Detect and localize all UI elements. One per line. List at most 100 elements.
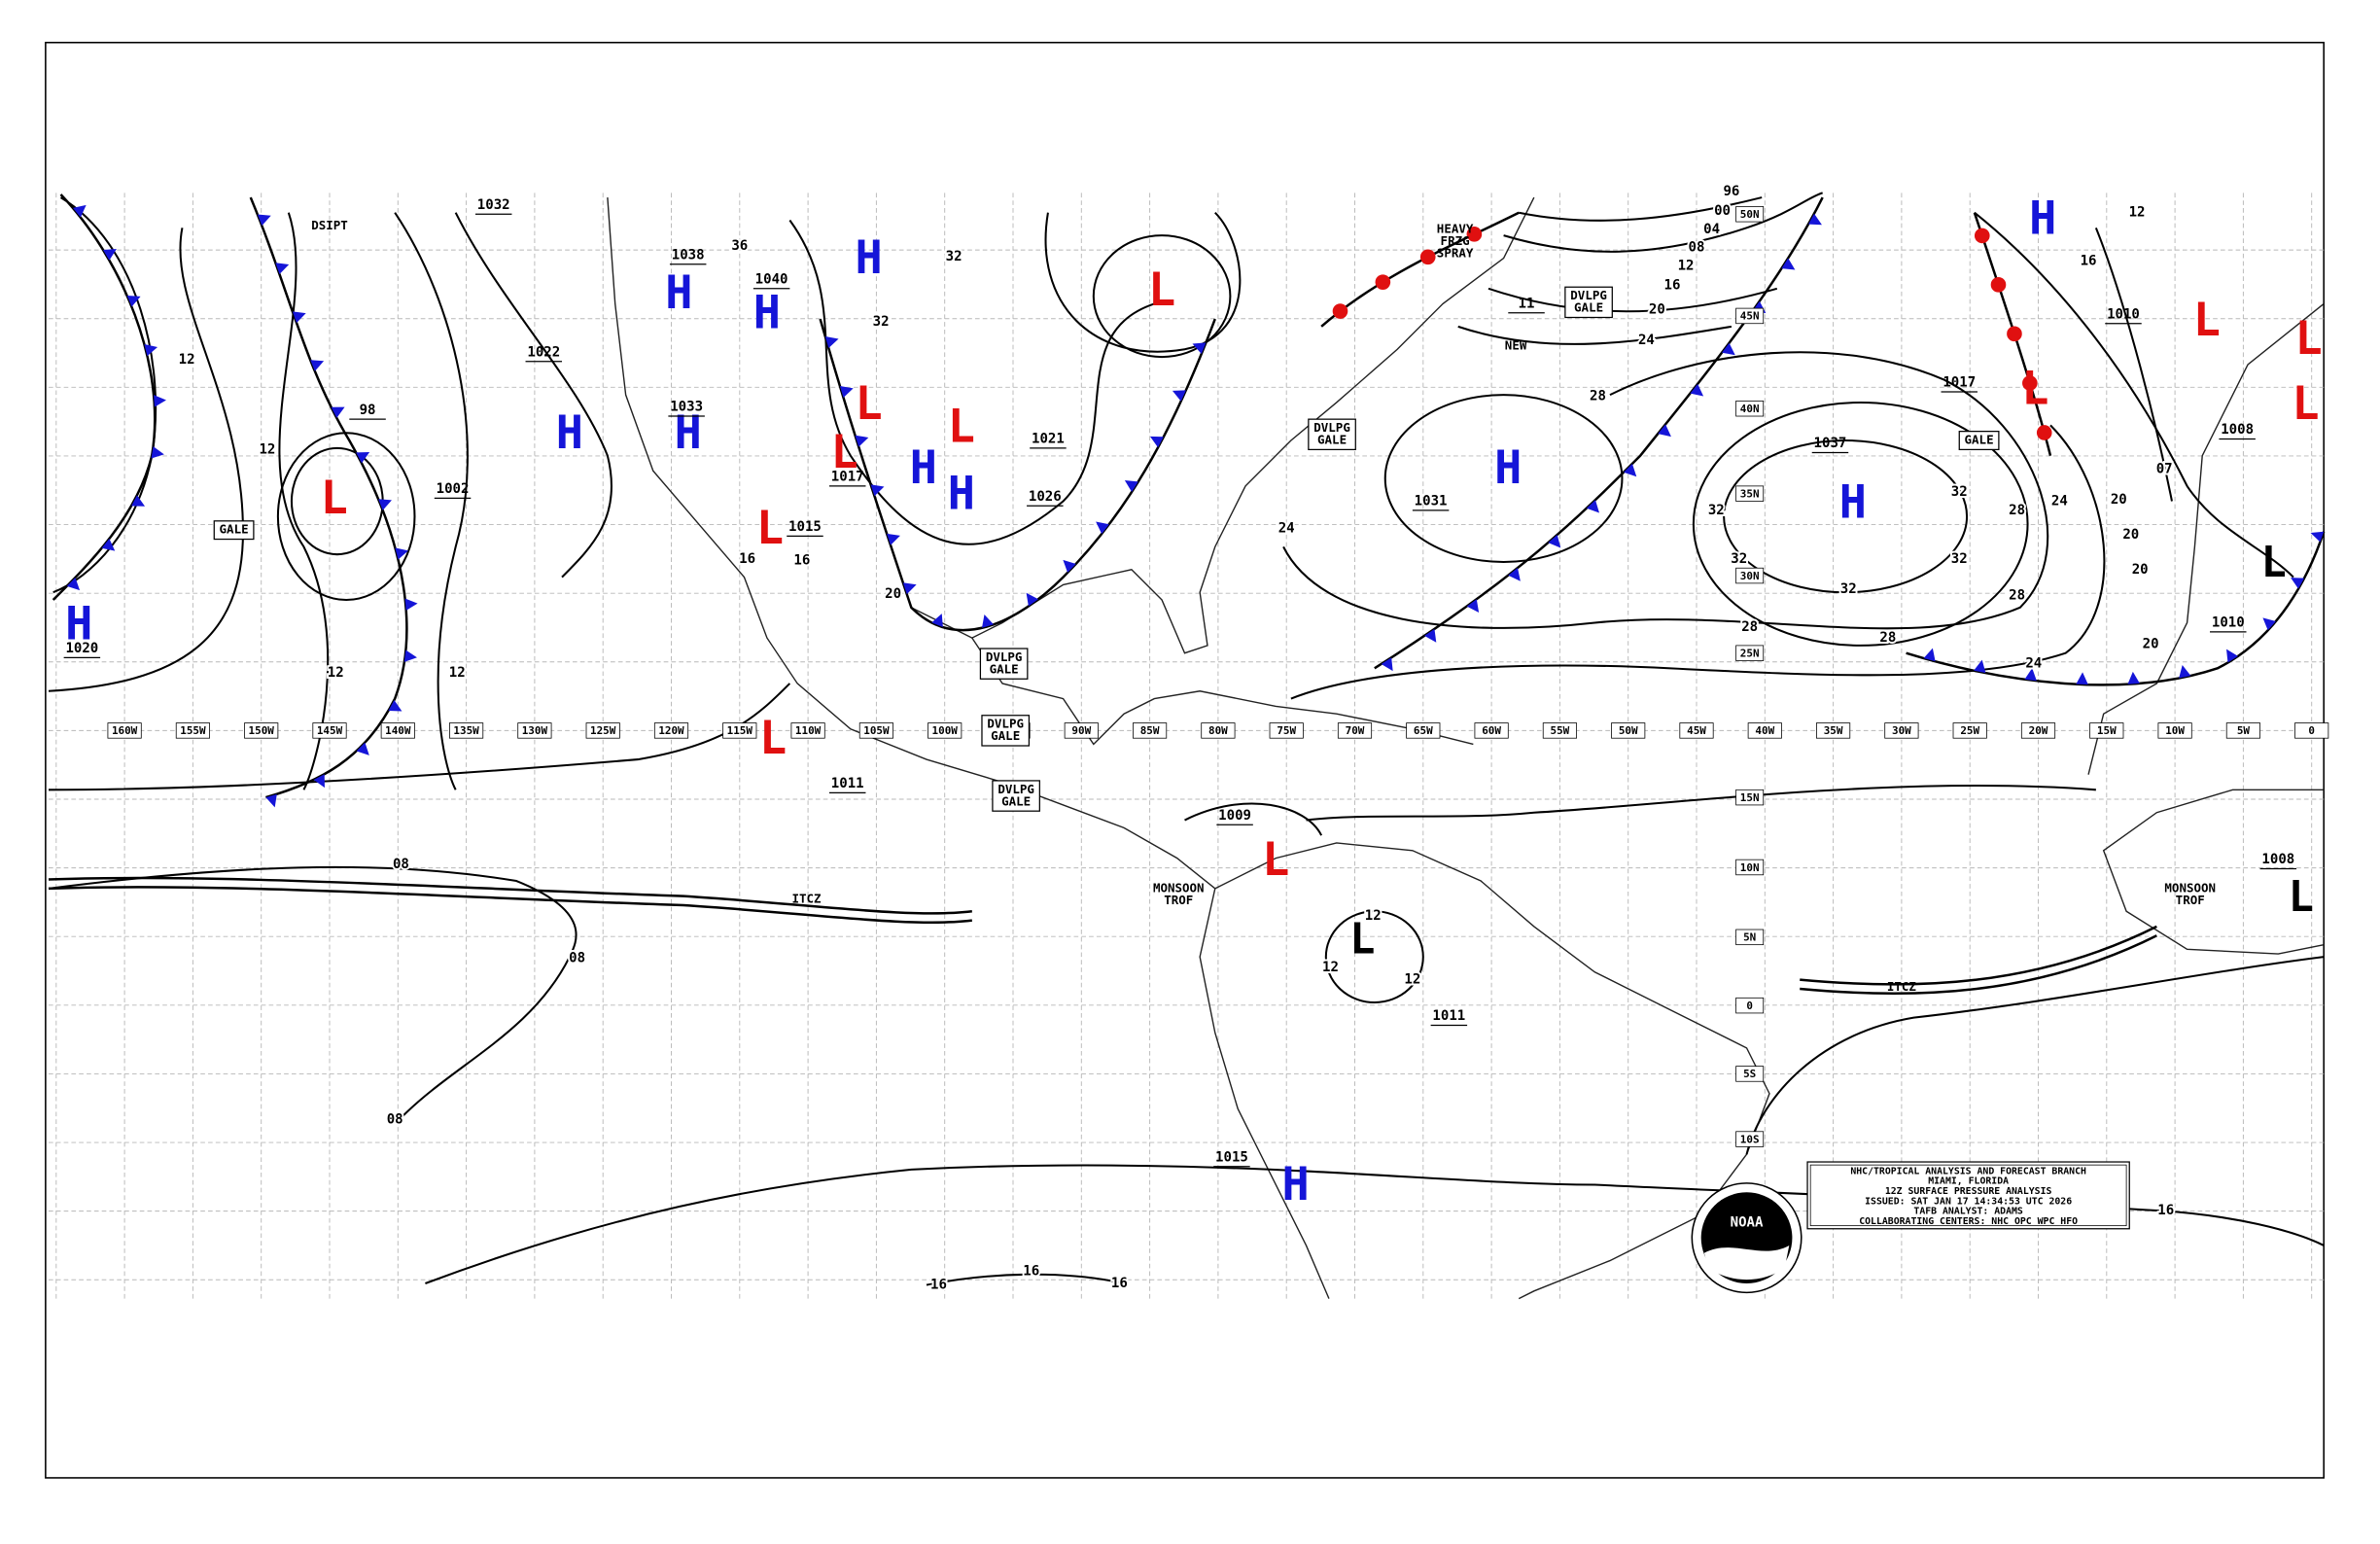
center-pressure: 1008 [2261, 852, 2294, 867]
isobar-label: 32 [1951, 484, 1968, 500]
isobar-label: 32 [1951, 551, 1968, 567]
labels: 160W 155W 150W 145W 140W 135W 130W 125W 120W 115W… [63, 182, 2329, 1295]
itcz-line [48, 886, 972, 924]
front-pip [1332, 303, 1348, 319]
low-center: L [1148, 264, 1175, 317]
front-pip [331, 406, 345, 418]
high-center: H [65, 599, 92, 651]
center-pressure: 1011 [1432, 1008, 1465, 1024]
longitude-box [449, 722, 484, 739]
annotation: DVLPG [998, 782, 1034, 796]
front-pip [2036, 425, 2052, 440]
longitude-box [1201, 722, 1236, 739]
longitude-label: 105W [863, 724, 890, 737]
info-line: TAFB ANALYST: ADAMS [1913, 1207, 2023, 1217]
annotation: GALE [990, 661, 1019, 676]
front-pip [72, 204, 87, 218]
latitude-box [1735, 485, 1765, 502]
isobar [1488, 287, 1778, 313]
front-pip [2022, 375, 2038, 391]
low-center: L [855, 378, 882, 431]
longitude-box [928, 722, 962, 739]
low-center: L [2260, 538, 2286, 587]
front-pip [1624, 463, 1637, 477]
longitude-label: 80W [1208, 724, 1228, 737]
latitude-box [1735, 929, 1765, 946]
low-center: L [2193, 295, 2221, 347]
isobar-label: 12 [1404, 972, 1420, 988]
longitude-label: 140W [385, 724, 411, 737]
front-pip [2226, 649, 2239, 663]
high-center: H [1839, 477, 1867, 530]
annotation: GALE [1317, 433, 1347, 447]
longitude-box [1884, 722, 1919, 739]
annotation: GALE [1574, 300, 1603, 315]
isobar-label: 12 [328, 665, 344, 681]
front-pip [1466, 599, 1480, 614]
front-pip [887, 533, 900, 545]
front-pip [2127, 671, 2140, 684]
latitude-label: 5S [1743, 1068, 1756, 1080]
longitude-box [2157, 722, 2192, 739]
latitude-box [1735, 206, 1765, 223]
low-center: L [759, 713, 787, 765]
front-pip [310, 360, 325, 371]
annotation: DVLPG [1570, 288, 1607, 302]
longitude-box [2225, 722, 2260, 739]
longitude-box [722, 722, 757, 739]
info-line: 12Z SURFACE PRESSURE ANALYSIS [1885, 1186, 2052, 1197]
longitude-label: 120W [658, 724, 684, 737]
longitude-box [1542, 722, 1577, 739]
front-pip [257, 214, 271, 227]
front-pip [1923, 648, 1936, 662]
isobar-label: 32 [1731, 551, 1747, 567]
high-center: H [675, 407, 702, 460]
coastline [1214, 842, 1770, 1300]
annotation: ITCZ [1887, 979, 1917, 994]
lat-lon-grid [48, 193, 2325, 1299]
isobar [1457, 325, 1732, 345]
front-pip [1192, 342, 1207, 354]
front-pip [1548, 534, 1561, 548]
itcz [48, 876, 2157, 996]
isobar [454, 212, 612, 579]
front-pip [1722, 342, 1735, 356]
longitude-label: 100W [932, 724, 959, 737]
isobar-label: 24 [1278, 521, 1295, 537]
isobar-label: 32 [873, 314, 890, 330]
center-pressure: 1008 [2221, 422, 2254, 438]
page-frame [45, 41, 2325, 1479]
annotation-box [992, 780, 1040, 812]
isobar-label: 32 [1840, 581, 1857, 597]
isobar [1044, 211, 1242, 353]
isobar-label: 24 [2025, 656, 2042, 672]
longitude-box [2089, 722, 2124, 739]
longitude-box [1337, 722, 1373, 739]
isobar-label: 12 [1365, 908, 1382, 924]
front-pip [403, 649, 417, 662]
latitude-label: 45N [1740, 310, 1760, 323]
itcz-line [1800, 925, 2157, 986]
isobar-label: 32 [1708, 503, 1725, 518]
high-center: H [948, 468, 975, 520]
longitude-label: 45W [1687, 724, 1706, 737]
front-pip [1974, 228, 1990, 244]
front-pip [154, 395, 166, 407]
longitude-label: 130W [522, 724, 548, 737]
front-pip [1808, 213, 1822, 226]
center-pressure: 1031 [1415, 494, 1448, 509]
isobar [425, 1164, 2325, 1284]
longitude-label: 60W [1482, 724, 1501, 737]
latitude-box [1735, 401, 1765, 417]
front-pip [1124, 480, 1138, 492]
annotation-box [979, 648, 1029, 680]
latitude-box [1735, 1131, 1765, 1147]
longitude-box [1406, 722, 1441, 739]
isobar-label: 36 [731, 238, 748, 254]
high-center: H [753, 287, 781, 339]
annotation: DSIPT [311, 218, 348, 232]
itcz-line [48, 876, 972, 915]
isobar-label: 20 [2111, 492, 2127, 508]
high-center: H [665, 267, 692, 320]
latitude-box [1735, 307, 1765, 325]
